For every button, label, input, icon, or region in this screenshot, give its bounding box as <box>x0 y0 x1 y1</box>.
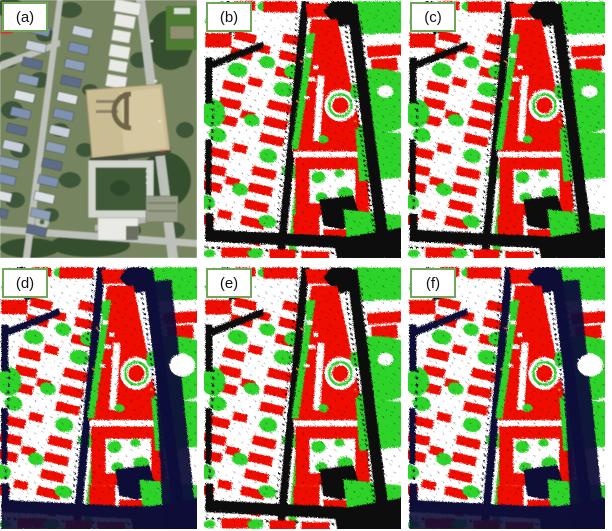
panel-label-b: (b) <box>219 8 239 26</box>
panel-label-box-e: (e) <box>206 268 252 298</box>
panel-label-box-d: (d) <box>2 268 48 298</box>
aerial-image <box>0 0 197 258</box>
panel-e: (e) <box>204 266 401 529</box>
panel-label-box-c: (c) <box>410 2 456 32</box>
classification-map-d <box>0 266 197 529</box>
panel-d: (d) <box>0 266 197 529</box>
classification-map-f <box>408 266 605 529</box>
panel-label-c: (c) <box>424 8 442 26</box>
panel-label-box-b: (b) <box>206 2 252 32</box>
panel-a: (a) <box>0 0 197 258</box>
classification-map-e <box>204 266 401 529</box>
panel-label-f: (f) <box>425 274 441 292</box>
panel-c: (c) <box>408 0 605 258</box>
classification-map-b <box>204 0 401 258</box>
panel-label-e: (e) <box>219 274 239 292</box>
panel-b: (b) <box>204 0 401 258</box>
panel-label-d: (d) <box>15 274 35 292</box>
panel-label-box-a: (a) <box>2 2 48 32</box>
panel-label-a: (a) <box>15 8 35 26</box>
classification-map-c <box>408 0 605 258</box>
panel-f: (f) <box>408 266 605 529</box>
panel-label-box-f: (f) <box>410 268 456 298</box>
